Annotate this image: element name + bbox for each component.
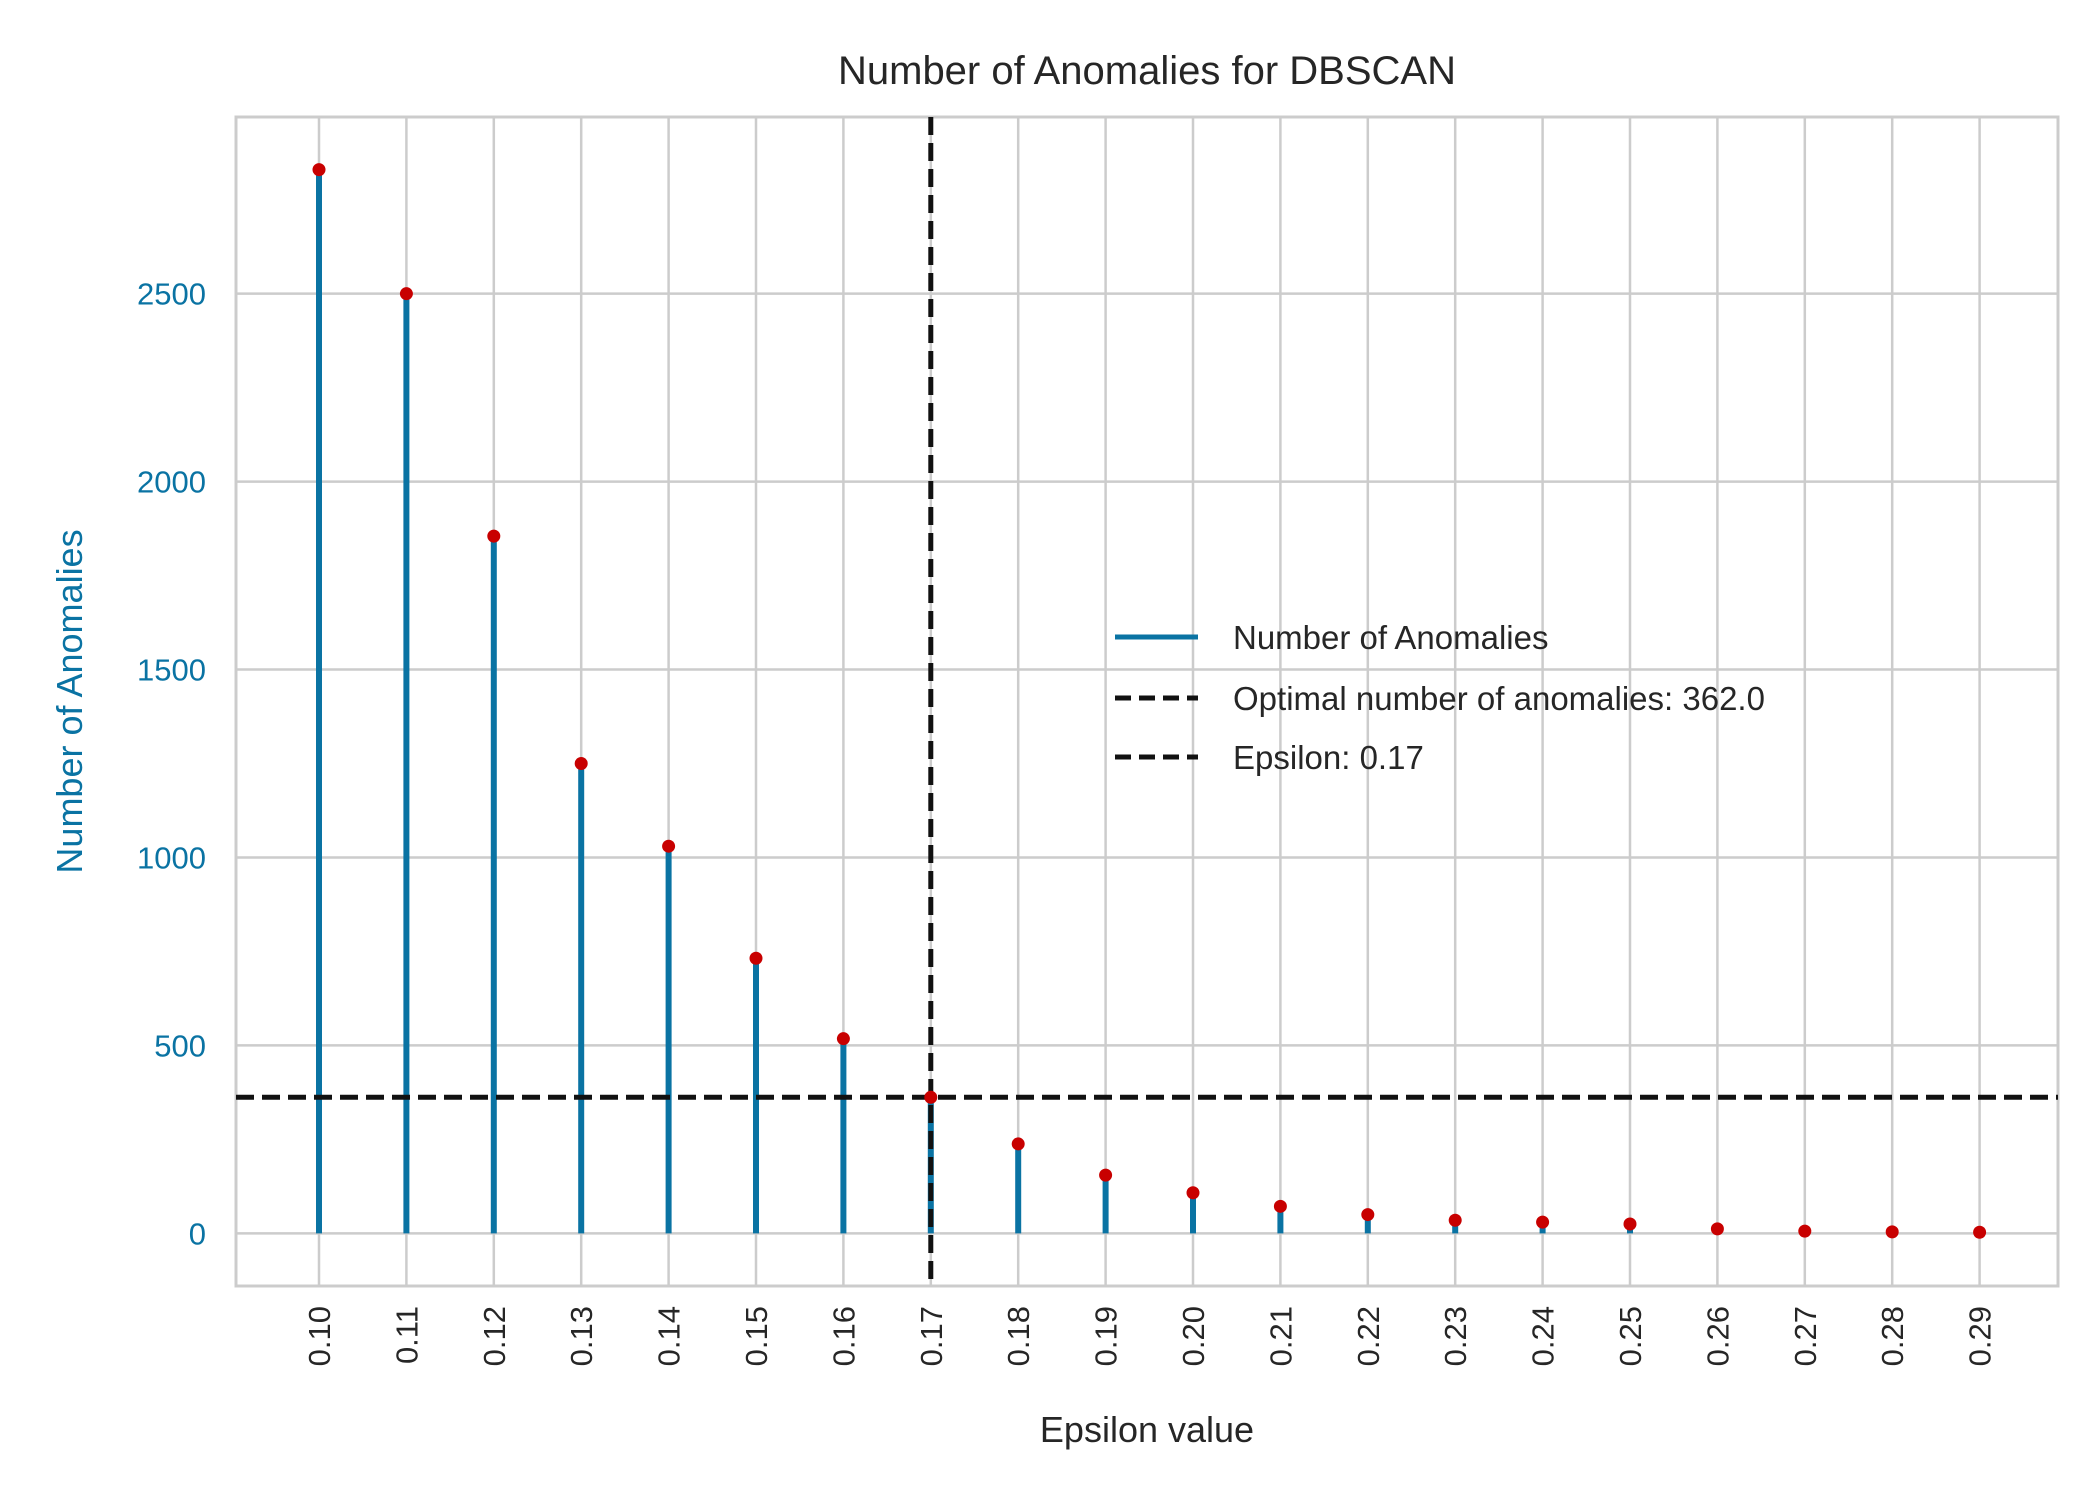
marker-0.25	[1623, 1217, 1637, 1231]
legend-label-epsilon: Epsilon: 0.17	[1233, 739, 1424, 776]
marker-0.17	[924, 1090, 938, 1104]
x-tick-labels: 0.10 0.11 0.12 0.13 0.14 0.15 0.16 0.17 0.18 0.19…	[302, 1306, 1998, 1366]
y-tick-label-0: 0	[189, 1216, 206, 1251]
x-tick-label-0.29: 0.29	[1963, 1306, 1998, 1366]
x-tick-label-0.26: 0.26	[1700, 1306, 1735, 1366]
x-tick-label-0.12: 0.12	[477, 1306, 512, 1366]
y-tick-label-2000: 2000	[137, 465, 206, 500]
marker-0.13	[574, 757, 588, 771]
x-tick-label-0.16: 0.16	[826, 1306, 861, 1366]
y-tick-label-2500: 2500	[137, 277, 206, 312]
marker-0.28	[1885, 1225, 1899, 1239]
marker-0.16	[836, 1032, 850, 1046]
marker-0.14	[662, 839, 676, 853]
y-tick-label-1000: 1000	[137, 840, 206, 875]
x-tick-label-0.24: 0.24	[1526, 1306, 1561, 1366]
x-tick-label-0.10: 0.10	[302, 1306, 337, 1366]
marker-0.22	[1361, 1208, 1375, 1222]
legend-label-optimal: Optimal number of anomalies: 362.0	[1233, 680, 1765, 717]
legend: Number of Anomalies Optimal number of an…	[1115, 619, 1765, 776]
x-tick-label-0.22: 0.22	[1351, 1306, 1386, 1366]
marker-0.11	[399, 287, 413, 301]
marker-0.26	[1710, 1222, 1724, 1236]
grid	[236, 117, 2058, 1286]
x-tick-label-0.19: 0.19	[1089, 1306, 1124, 1366]
marker-0.23	[1448, 1213, 1462, 1227]
y-tick-labels: 0 500 1000 1500 2000 2500	[137, 277, 206, 1252]
plot-frame	[234, 115, 2060, 1288]
marker-0.19	[1099, 1168, 1113, 1182]
marker-0.24	[1536, 1215, 1550, 1229]
marker-0.20	[1186, 1186, 1200, 1200]
markers	[312, 163, 1987, 1239]
y-tick-label-500: 500	[154, 1028, 206, 1063]
x-tick-label-0.21: 0.21	[1263, 1306, 1298, 1366]
x-tick-label-0.11: 0.11	[389, 1306, 424, 1364]
legend-label-number-of-anomalies: Number of Anomalies	[1233, 619, 1548, 656]
x-tick-label-0.23: 0.23	[1438, 1306, 1473, 1366]
stems	[316, 169, 1983, 1234]
marker-0.12	[487, 529, 501, 543]
x-tick-label-0.25: 0.25	[1613, 1306, 1648, 1366]
y-axis-title: Number of Anomalies	[49, 529, 90, 873]
x-tick-label-0.18: 0.18	[1001, 1306, 1036, 1366]
x-axis-title: Epsilon value	[1040, 1409, 1254, 1450]
marker-0.15	[749, 951, 763, 965]
x-tick-label-0.15: 0.15	[739, 1306, 774, 1366]
marker-0.27	[1798, 1224, 1812, 1238]
marker-0.18	[1011, 1137, 1025, 1151]
marker-0.21	[1273, 1199, 1287, 1213]
chart-title: Number of Anomalies for DBSCAN	[838, 49, 1456, 93]
x-tick-label-0.20: 0.20	[1176, 1306, 1211, 1366]
x-tick-label-0.28: 0.28	[1875, 1306, 1910, 1366]
marker-0.10	[312, 163, 326, 177]
x-tick-label-0.27: 0.27	[1788, 1306, 1823, 1366]
y-tick-label-1500: 1500	[137, 653, 206, 688]
x-tick-label-0.14: 0.14	[652, 1306, 687, 1366]
x-tick-label-0.17: 0.17	[914, 1306, 949, 1366]
x-tick-label-0.13: 0.13	[564, 1306, 599, 1366]
marker-0.29	[1973, 1225, 1987, 1239]
